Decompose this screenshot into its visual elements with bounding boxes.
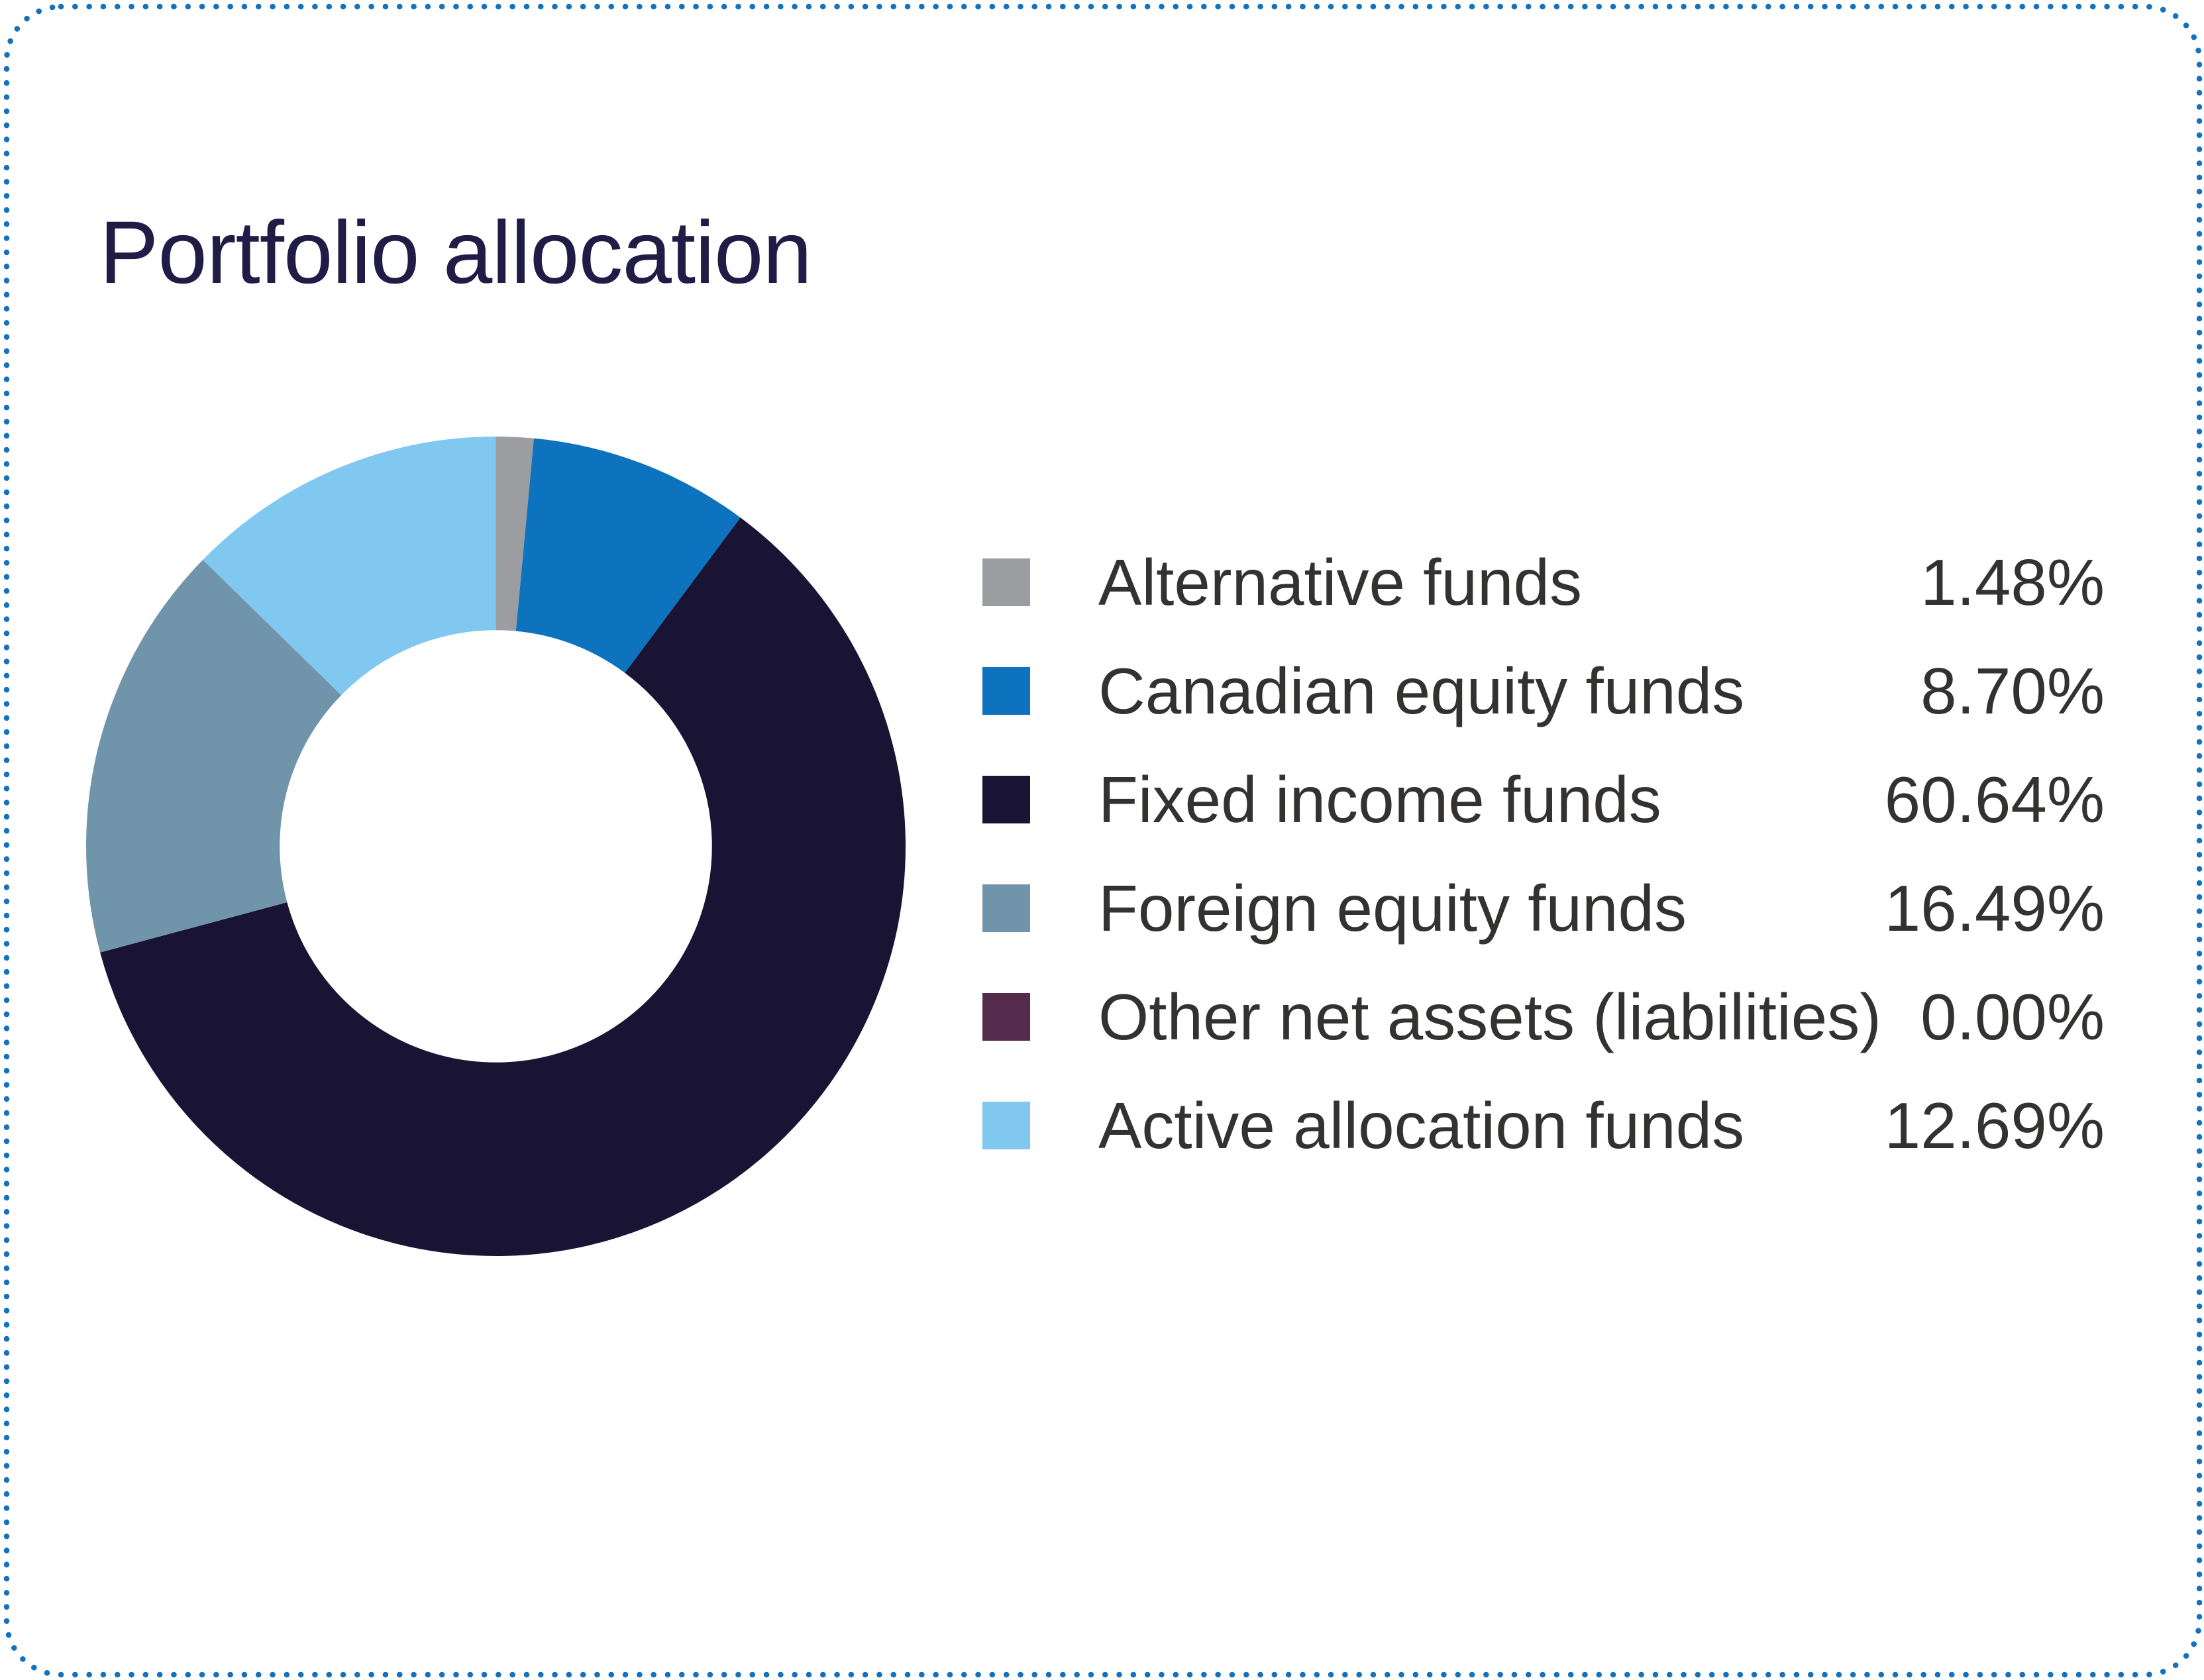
- page-title: Portfolio allocation: [99, 203, 812, 302]
- legend-row: Alternative funds 1.48%: [982, 546, 2105, 619]
- legend-label: Other net assets (liabilities): [1098, 980, 1881, 1053]
- legend-swatch: [982, 1102, 1030, 1149]
- legend-label: Fixed income funds: [1098, 762, 1661, 836]
- legend-value: 8.70%: [1920, 654, 2105, 727]
- chart-legend: Alternative funds 1.48% Canadian equity …: [982, 546, 2105, 1210]
- legend-swatch: [982, 993, 1030, 1041]
- donut-slices: [86, 437, 906, 1256]
- legend-label: Active allocation funds: [1098, 1088, 1745, 1162]
- donut-slice-5: [86, 437, 906, 1256]
- legend-row: Canadian equity funds 8.70%: [982, 655, 2105, 727]
- donut-chart-svg: [86, 437, 906, 1256]
- legend-swatch: [982, 776, 1030, 823]
- legend-label: Foreign equity funds: [1098, 871, 1687, 945]
- legend-row: Fixed income funds 60.64%: [982, 763, 2105, 836]
- legend-row: Active allocation funds 12.69%: [982, 1089, 2105, 1162]
- legend-swatch: [982, 558, 1030, 606]
- donut-slice-3: [86, 437, 906, 1256]
- legend-row: Other net assets (liabilities) 0.00%: [982, 980, 2105, 1053]
- legend-swatch: [982, 667, 1030, 715]
- legend-value: 1.48%: [1920, 545, 2105, 619]
- donut-chart: [86, 437, 906, 1256]
- legend-value: 0.00%: [1920, 980, 2105, 1053]
- legend-value: 12.69%: [1884, 1088, 2105, 1162]
- legend-value: 60.64%: [1884, 762, 2105, 836]
- legend-swatch: [982, 884, 1030, 932]
- legend-row: Foreign equity funds 16.49%: [982, 872, 2105, 945]
- legend-label: Alternative funds: [1098, 545, 1582, 619]
- legend-label: Canadian equity funds: [1098, 654, 1745, 727]
- donut-slice-2: [86, 437, 906, 1256]
- legend-value: 16.49%: [1884, 871, 2105, 945]
